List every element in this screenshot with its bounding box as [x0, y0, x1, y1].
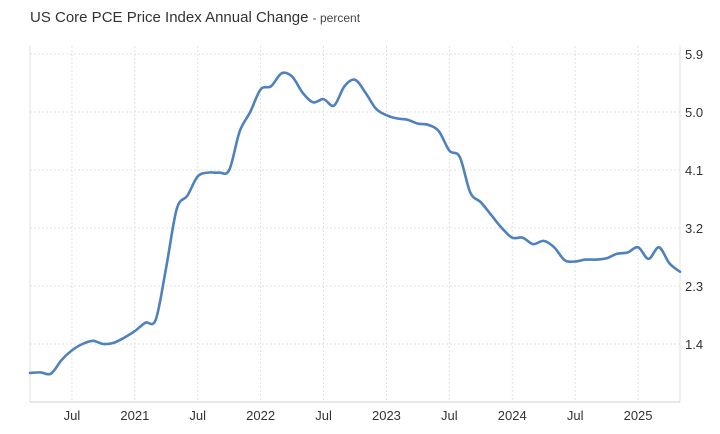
x-tick-label: 2025	[624, 408, 653, 423]
y-tick-label: 4.1	[685, 163, 703, 178]
y-tick-label: 3.2	[685, 221, 703, 236]
x-tick-label: Jul	[64, 408, 81, 423]
x-tick-label: 2024	[498, 408, 527, 423]
series-line	[28, 71, 682, 376]
x-tick-label: 2021	[120, 408, 149, 423]
chart-subtitle: - percent	[312, 11, 361, 25]
y-tick-label: 2.3	[685, 279, 703, 294]
x-tick-label: Jul	[441, 408, 458, 423]
x-tick-label: Jul	[189, 408, 206, 423]
y-axis: 1.4 2.3 3.2 4.1 5.0 5.9	[685, 47, 703, 352]
x-tick-label: Jul	[315, 408, 332, 423]
chart-title: US Core PCE Price Index Annual Change - …	[30, 9, 360, 26]
x-axis: Jul 2021 Jul 2022 Jul 2023 Jul 2024 Jul 2025	[64, 408, 653, 423]
x-tick-label: 2023	[372, 408, 401, 423]
x-tick-label: Jul	[567, 408, 584, 423]
y-tick-label: 5.0	[685, 105, 703, 120]
y-tick-label: 5.9	[685, 47, 703, 62]
series-group	[28, 71, 682, 376]
x-tick-label: 2022	[246, 408, 275, 423]
chart-title-text: US Core PCE Price Index Annual Change	[30, 9, 309, 26]
grid	[29, 46, 681, 403]
y-tick-label: 1.4	[685, 337, 703, 352]
